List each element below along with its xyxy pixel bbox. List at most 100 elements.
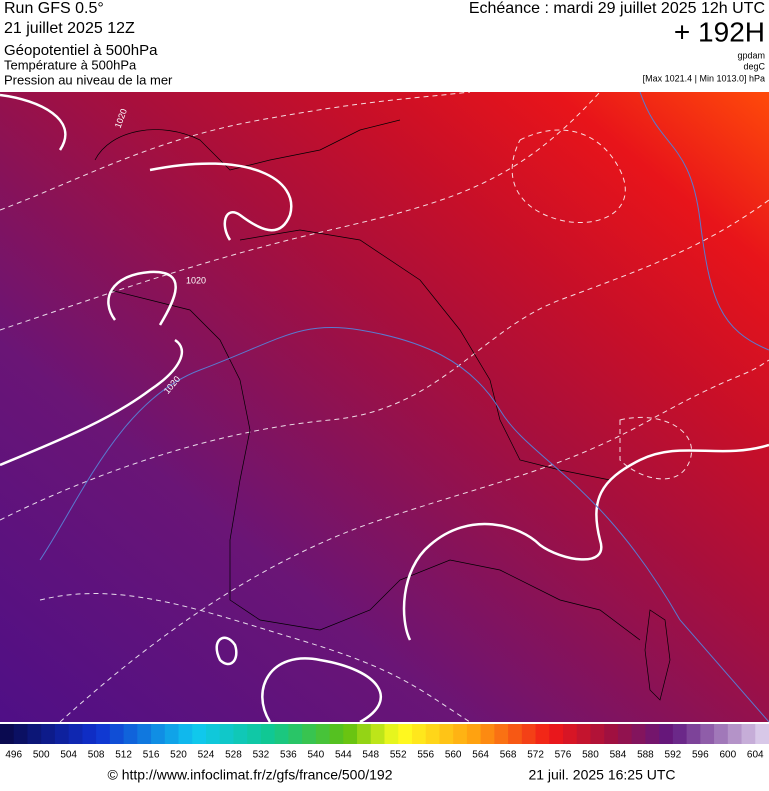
colorbar-swatch [645,724,660,744]
unit-label: gpdam [737,50,765,60]
run-title: Run GFS 0.5° [4,0,104,17]
colorbar-label: 528 [225,750,242,761]
coastlines [94,119,671,701]
map: 1020 1020 1020 [0,92,769,722]
colorbar-swatch [96,724,111,744]
colorbar-swatch [357,724,372,744]
colorbar-swatch [398,724,413,744]
colorbar-swatch [453,724,468,744]
colorbar-swatch [425,724,440,744]
colorbar-swatch [288,724,303,744]
colorbar-swatch [576,724,591,744]
lead-time: + 192H [674,16,765,47]
contour-label: 1020 [186,275,206,285]
field-label: Géopotentiel à 500hPa [4,42,158,59]
colorbar: 496 500 504 508 512 516 520 524 528 532 536 540 544 5… [0,724,769,761]
colorbar-label: 552 [390,750,407,761]
colorbar-label: 592 [665,750,682,761]
colorbar-label: 556 [417,750,434,761]
colorbar-swatch [604,724,619,744]
colorbar-label: 580 [582,750,599,761]
colorbar-swatch [508,724,523,744]
colorbar-swatch [741,724,756,744]
colorbar-label: 508 [88,750,105,761]
colorbar-swatch [631,724,646,744]
colorbar-swatch [82,724,97,744]
colorbar-swatch [247,724,262,744]
colorbar-label: 584 [610,750,627,761]
colorbar-label: 504 [60,750,77,761]
colorbar-swatch [54,724,70,744]
colorbar-swatch [260,724,276,744]
colorbar-swatch [549,724,564,744]
colorbar-swatch [137,724,152,744]
colorbar-swatch [315,724,331,744]
temperature-field [0,92,769,722]
field-label: Pression au niveau de la mer [4,72,173,87]
colorbar-swatch [151,724,166,744]
colorbar-swatch [617,724,633,744]
colorbar-swatch [329,724,344,744]
colorbar-swatch [659,724,674,744]
colorbar-label: 596 [692,750,709,761]
colorbar-label: 600 [719,750,736,761]
colorbar-swatch [521,724,537,744]
colorbar-swatch [164,724,180,744]
colorbar-label: 604 [747,750,764,761]
field-label: Température à 500hPa [4,57,137,72]
colorbar-label: 560 [445,750,462,761]
temperature-contours [0,92,769,722]
colorbar-label: 496 [5,750,22,761]
colorbar-label: 568 [500,750,517,761]
colorbar-label: 540 [307,750,324,761]
colorbar-swatch [343,724,358,744]
colorbar-swatch [13,724,28,744]
source-url: © http://www.infoclimat.fr/z/gfs/france/… [108,767,393,783]
colorbar-swatch [672,724,688,744]
unit-label: degC [743,61,765,71]
colorbar-label: 576 [555,750,572,761]
colorbar-swatch [205,724,221,744]
colorbar-swatch [370,724,385,744]
colorbar-swatch [727,724,743,744]
colorbar-label: 544 [335,750,352,761]
colorbar-swatch [192,724,207,744]
colorbar-swatch [302,724,317,744]
colorbar-swatch [411,724,427,744]
colorbar-swatch [219,724,234,744]
colorbar-label: 564 [472,750,489,761]
colorbar-swatch [480,724,495,744]
colorbar-swatch [700,724,715,744]
colorbar-label: 520 [170,750,187,761]
colorbar-label: 536 [280,750,297,761]
colorbar-label: 588 [637,750,654,761]
run-date: 21 juillet 2025 12Z [4,20,135,37]
isobar-1020 [0,93,769,722]
colorbar-swatch [494,724,509,744]
colorbar-swatch [41,724,56,744]
pressure-contours [39,92,769,722]
colorbar-swatch [27,724,42,744]
colorbar-swatch [178,724,193,744]
colorbar-swatch [274,724,289,744]
colorbar-swatch [68,724,83,744]
colorbar-label: 516 [143,750,160,761]
valid-time: Echéance : mardi 29 juillet 2025 12h UTC [469,0,765,17]
colorbar-swatch [109,724,125,744]
colorbar-swatch [439,724,454,744]
colorbar-label: 572 [527,750,544,761]
colorbar-swatch [233,724,248,744]
colorbar-swatch [535,724,550,744]
colorbar-swatch [686,724,701,744]
colorbar-swatch [0,724,15,744]
pressure-range: [Max 1021.4 | Min 1013.0] hPa [643,73,765,83]
colorbar-swatch [714,724,729,744]
colorbar-swatch [466,724,482,744]
timestamp: 21 juil. 2025 16:25 UTC [528,767,675,783]
colorbar-swatch [755,724,769,744]
colorbar-label: 512 [115,750,132,761]
colorbar-label: 548 [362,750,379,761]
colorbar-swatch [384,724,399,744]
colorbar-swatch [590,724,605,744]
